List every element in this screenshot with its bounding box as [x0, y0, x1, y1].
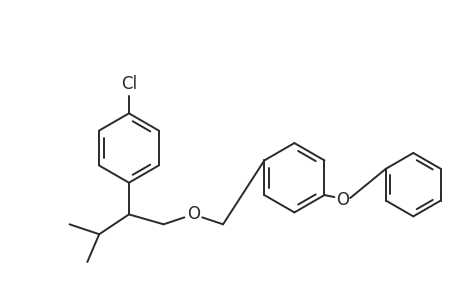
- Text: O: O: [186, 206, 199, 224]
- Text: O: O: [335, 191, 348, 209]
- Text: Cl: Cl: [121, 74, 137, 92]
